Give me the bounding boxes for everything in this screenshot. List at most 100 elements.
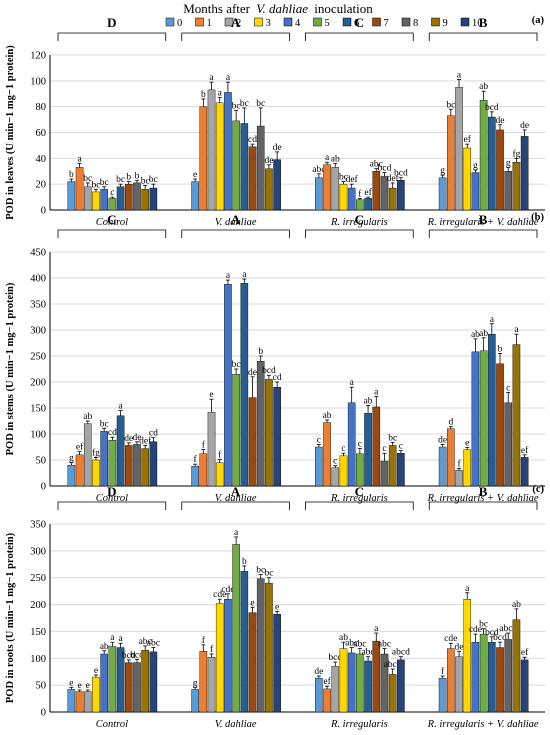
bar bbox=[100, 653, 108, 713]
bar bbox=[471, 172, 480, 211]
significance-label: bc bbox=[232, 360, 241, 370]
bar bbox=[504, 402, 513, 487]
significance-label: bcd bbox=[394, 169, 408, 179]
legend-swatch bbox=[283, 17, 293, 27]
significance-label: e bbox=[465, 439, 469, 449]
bar bbox=[224, 284, 232, 487]
significance-label: abcd bbox=[384, 660, 402, 670]
significance-label: f bbox=[358, 188, 362, 199]
bar bbox=[315, 677, 323, 713]
significance-label: a bbox=[457, 71, 462, 81]
significance-label: a bbox=[77, 155, 82, 165]
bar bbox=[92, 676, 100, 713]
significance-label: ab bbox=[479, 329, 488, 339]
bar bbox=[331, 467, 340, 487]
bar bbox=[380, 460, 389, 487]
significance-label: de bbox=[314, 667, 323, 677]
significance-label: b bbox=[242, 557, 247, 567]
significance-label: c bbox=[110, 188, 114, 198]
bar bbox=[496, 647, 504, 713]
x-category-label: V. dahliae bbox=[215, 217, 257, 228]
significance-label: de bbox=[438, 435, 447, 445]
significance-label: e bbox=[250, 598, 254, 608]
legend-label: 3 bbox=[266, 18, 271, 29]
significance-label: g bbox=[69, 454, 74, 464]
significance-label: fg bbox=[92, 447, 100, 458]
bar bbox=[240, 571, 249, 713]
y-tick-label: 50 bbox=[36, 681, 47, 692]
significance-label: c bbox=[333, 457, 337, 467]
legend-swatch bbox=[342, 17, 352, 27]
significance-label: f bbox=[218, 449, 222, 460]
bar bbox=[248, 612, 257, 713]
legend-swatch bbox=[224, 17, 234, 27]
significance-label: g bbox=[506, 158, 511, 168]
group-bracket bbox=[57, 229, 167, 238]
significance-label: bcd bbox=[328, 653, 342, 663]
significance-label: bc bbox=[240, 99, 249, 109]
significance-label: c bbox=[341, 444, 345, 454]
significance-label: cde bbox=[444, 634, 457, 644]
significance-label: de bbox=[520, 121, 529, 131]
bar bbox=[141, 650, 149, 713]
chart-panel: 0 50 100 150 200 250 300 350 POD in roots (U min… bbox=[5, 484, 545, 730]
bar bbox=[124, 183, 133, 211]
bar bbox=[215, 102, 224, 211]
significance-label: bc bbox=[479, 620, 488, 630]
significance-label: c bbox=[358, 440, 362, 450]
bar bbox=[471, 641, 480, 713]
legend-swatch bbox=[460, 17, 470, 27]
y-tick-label: 100 bbox=[30, 654, 46, 665]
significance-label: e bbox=[77, 681, 81, 691]
bar bbox=[240, 283, 249, 487]
y-tick-label: 120 bbox=[30, 51, 46, 62]
bar bbox=[116, 415, 125, 487]
bar bbox=[397, 453, 405, 487]
bar bbox=[265, 582, 273, 713]
group-bracket bbox=[428, 501, 538, 510]
bar bbox=[256, 361, 265, 487]
bar bbox=[512, 162, 521, 211]
bar bbox=[463, 449, 472, 487]
significance-label: bc bbox=[256, 99, 265, 109]
bar bbox=[265, 168, 273, 211]
significance-label: e bbox=[193, 170, 197, 180]
significance-label: abcd bbox=[392, 648, 410, 658]
significance-label: a bbox=[118, 402, 123, 412]
significance-label: f bbox=[457, 458, 461, 469]
bar bbox=[108, 646, 117, 713]
bar bbox=[364, 413, 372, 487]
significance-label: abc bbox=[361, 648, 374, 658]
bar bbox=[323, 422, 331, 487]
bar bbox=[83, 423, 92, 487]
legend-title-prefix: Months after bbox=[183, 1, 250, 16]
group-letter: C bbox=[355, 484, 364, 499]
group-bracket bbox=[305, 229, 414, 238]
group-bracket bbox=[305, 501, 414, 510]
bar bbox=[141, 189, 149, 211]
significance-label: ab bbox=[323, 411, 332, 421]
bar bbox=[133, 444, 141, 487]
significance-label: a bbox=[218, 89, 223, 99]
bar bbox=[92, 191, 100, 211]
bar bbox=[124, 662, 133, 713]
significance-label: ab bbox=[471, 330, 480, 340]
significance-label: de bbox=[248, 368, 257, 378]
significance-label: g bbox=[473, 161, 478, 171]
significance-label: ab bbox=[512, 600, 521, 610]
legend-title-suffix: inoculation bbox=[314, 1, 373, 16]
bar bbox=[372, 640, 381, 713]
bar bbox=[438, 177, 447, 211]
legend-label: 7 bbox=[384, 18, 389, 29]
significance-label: abc bbox=[345, 639, 358, 649]
significance-label: de bbox=[455, 642, 464, 652]
significance-label: g bbox=[440, 166, 445, 176]
y-tick-label: 150 bbox=[30, 404, 46, 415]
legend-title-species: V. dahliae bbox=[256, 1, 308, 16]
bar bbox=[455, 656, 463, 713]
bar bbox=[199, 106, 208, 211]
bar bbox=[224, 92, 232, 211]
bar bbox=[397, 180, 405, 211]
bar bbox=[520, 659, 529, 713]
significance-label: ef bbox=[521, 445, 529, 456]
